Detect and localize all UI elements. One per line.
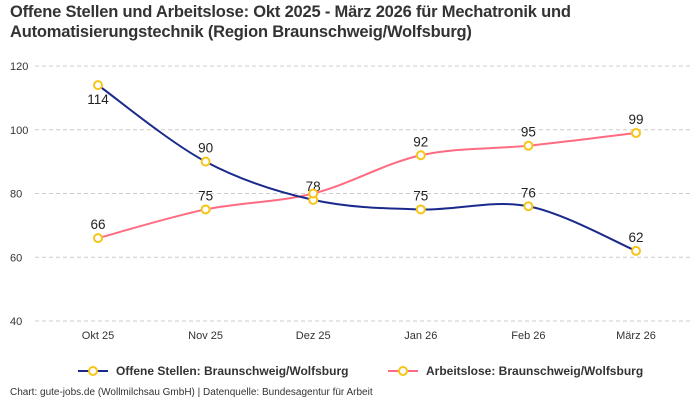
x-tick-label: Okt 25 [82,330,114,342]
y-tick-label: 120 [10,61,28,73]
data-label: 92 [413,134,428,149]
legend-label: Arbeitslose: Braunschweig/Wolfsburg [426,364,643,378]
data-label: 75 [198,188,213,203]
data-point [523,140,534,151]
x-tick-label: Nov 25 [188,330,223,342]
data-label: 62 [628,230,643,245]
data-point [415,204,426,215]
data-point [523,201,534,212]
chart-title: Offene Stellen und Arbeitslose: Okt 2025… [10,3,571,41]
data-point [308,188,319,199]
data-label: 76 [521,185,536,200]
legend-marker [88,366,98,376]
y-tick-label: 40 [10,316,22,328]
data-label: 78 [306,179,321,194]
data-label: 95 [521,125,536,140]
x-tick-label: Jan 26 [404,330,437,342]
data-label: 90 [198,141,213,156]
data-point [200,156,211,167]
data-label: 75 [413,188,428,203]
data-point [631,127,641,138]
y-tick-label: 60 [10,252,22,264]
data-point [200,204,211,215]
data-point [631,245,641,256]
chart-footer: Chart: gute-jobs.de (Wollmilchsau GmbH) … [10,387,373,398]
data-label: 99 [628,112,643,127]
series-line-1 [97,131,637,240]
x-tick-label: März 26 [616,330,656,342]
data-point [415,150,426,161]
data-point [93,233,103,244]
data-label: 66 [90,217,105,232]
x-tick-label: Dez 25 [296,330,331,342]
data-point [93,80,103,91]
y-tick-label: 80 [10,189,22,201]
legend-marker [398,366,408,376]
series-line-0 [97,84,637,252]
legend-label: Offene Stellen: Braunschweig/Wolfsburg [116,364,348,378]
x-tick-label: Feb 26 [511,330,545,342]
data-label: 114 [87,92,109,107]
y-tick-label: 100 [10,125,28,137]
